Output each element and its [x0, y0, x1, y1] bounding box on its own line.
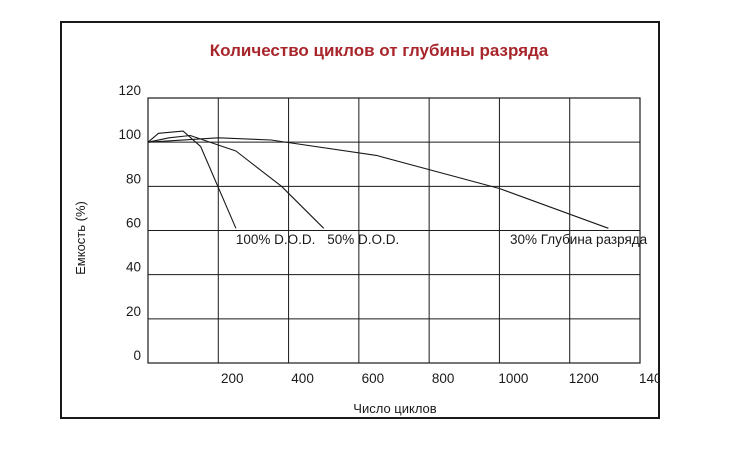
series-label-1: 100% D.O.D.: [236, 232, 316, 247]
series-label-3: 30% Глубина разряда: [510, 232, 648, 247]
series-line-2: [147, 134, 325, 229]
series-lines: [147, 130, 609, 229]
series-line-3: [147, 137, 609, 229]
y-tick-label-20: 20: [126, 304, 141, 319]
x-axis-label: Число циклов: [353, 401, 437, 416]
y-tick-label-80: 80: [126, 171, 141, 186]
y-tick-label-0: 0: [133, 348, 141, 363]
plot-border: [147, 97, 641, 364]
y-tick-label-120: 120: [118, 83, 141, 98]
y-tick-label-40: 40: [126, 260, 141, 275]
x-tick-label-800: 800: [432, 371, 455, 386]
x-tick-label-400: 400: [291, 371, 314, 386]
chart-title: Количество циклов от глубины разряда: [210, 41, 549, 60]
chart-svg: Количество циклов от глубины разряда 100…: [73, 41, 658, 416]
series-labels: 100% D.O.D. 50% D.O.D. 30% Глубина разряда: [236, 232, 648, 247]
x-tick-label-200: 200: [221, 371, 244, 386]
series-label-2: 50% D.O.D.: [327, 232, 399, 247]
grid: [147, 97, 641, 364]
y-tick-labels: 0 20 40 60 80 100 120: [118, 83, 141, 363]
x-tick-label-1000: 1000: [498, 371, 528, 386]
x-tick-label-600: 600: [362, 371, 385, 386]
y-tick-label-60: 60: [126, 216, 141, 231]
y-tick-label-100: 100: [118, 127, 141, 142]
x-tick-label-1200: 1200: [569, 371, 599, 386]
y-axis-label: Емкость (%): [73, 201, 88, 275]
chart-frame: Количество циклов от глубины разряда 100…: [60, 21, 660, 419]
series-line-1: [147, 130, 237, 229]
